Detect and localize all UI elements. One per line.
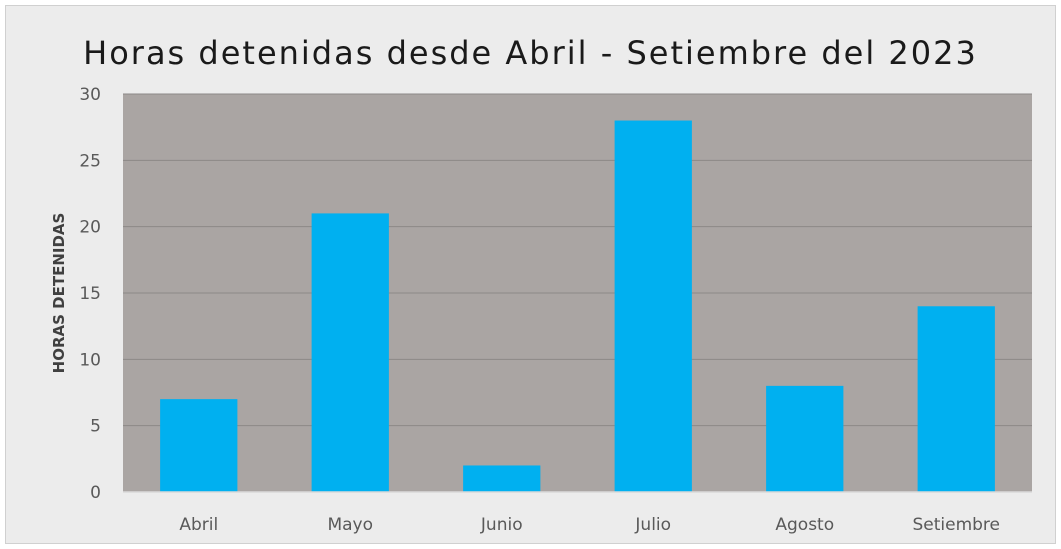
- gridlines: [123, 93, 1032, 427]
- bar-julio: [614, 120, 692, 493]
- y-tick-label: 10: [79, 350, 101, 370]
- x-tick-label-abril: Abril: [179, 515, 218, 535]
- y-tick-label: 5: [90, 417, 101, 437]
- y-tick-label: 0: [90, 483, 101, 503]
- x-tick-label-mayo: Mayo: [327, 515, 373, 535]
- y-tick-label: 30: [79, 85, 101, 105]
- y-axis-label: HORAS DETENIDAS: [50, 213, 68, 374]
- bars: [160, 120, 995, 493]
- x-tick-label-junio: Junio: [480, 515, 523, 535]
- y-tick-label: 15: [79, 284, 101, 304]
- x-tick-labels: Abril Mayo Junio Julio Agosto Setiembre: [179, 515, 1000, 535]
- x-tick-label-agosto: Agosto: [775, 515, 834, 535]
- y-tick-labels: 0 5 10 15 20 25 30: [79, 85, 101, 503]
- y-tick-label: 20: [79, 218, 101, 238]
- y-tick-label: 25: [79, 151, 101, 171]
- bar-agosto: [766, 385, 844, 492]
- bar-mayo: [311, 213, 389, 492]
- x-tick-label-setiembre: Setiembre: [912, 515, 1000, 535]
- bar-abril: [160, 399, 238, 492]
- chart-title: Horas detenidas desde Abril - Setiembre …: [83, 34, 978, 72]
- bar-junio: [463, 465, 541, 492]
- bar-setiembre: [917, 306, 995, 492]
- x-tick-label-julio: Julio: [634, 515, 671, 535]
